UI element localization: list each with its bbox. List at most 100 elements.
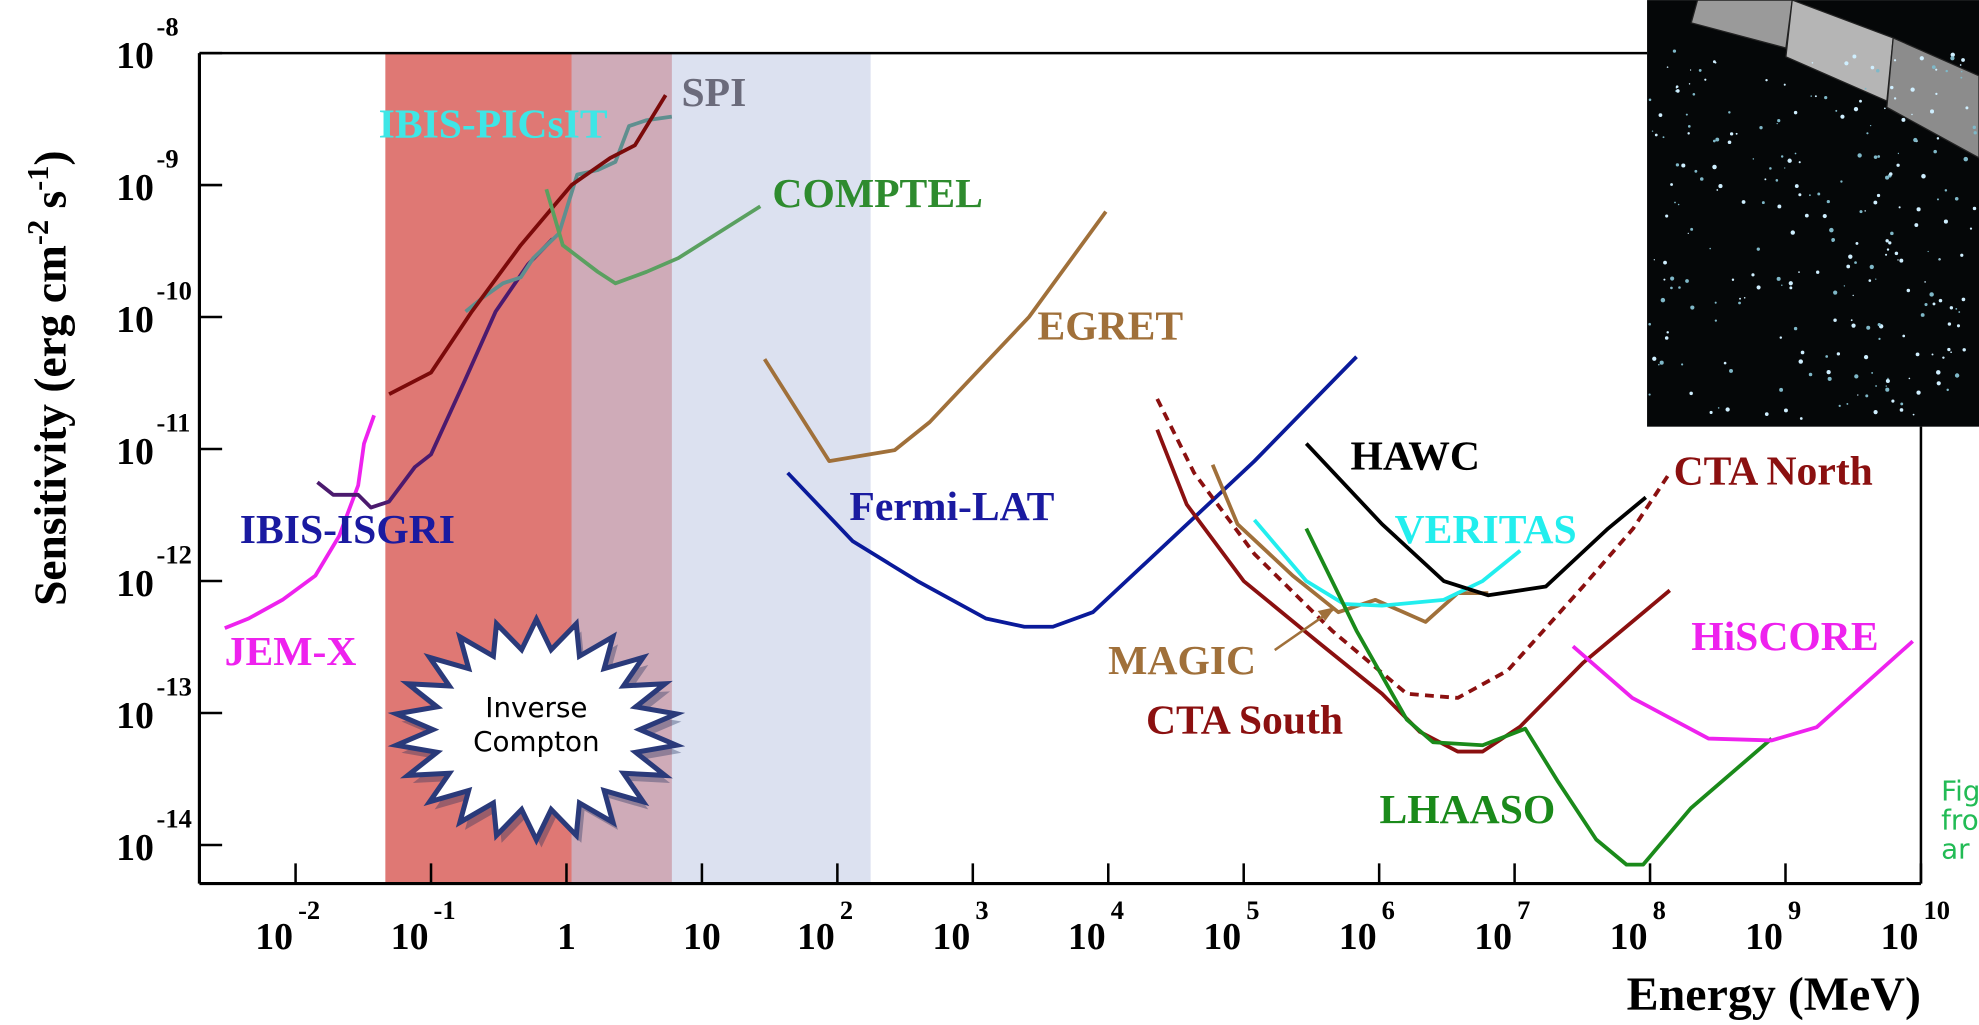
star: [1935, 92, 1938, 96]
star: [1888, 172, 1893, 176]
star: [1911, 113, 1913, 116]
star: [1775, 179, 1779, 182]
star: [1759, 125, 1763, 130]
star: [1790, 230, 1795, 235]
star: [1848, 254, 1853, 259]
star: [1956, 324, 1961, 328]
star: [1800, 350, 1805, 355]
star: [1944, 189, 1948, 192]
star: [1781, 284, 1783, 286]
star: [1780, 155, 1784, 158]
star: [1826, 199, 1830, 204]
star: [1846, 402, 1849, 405]
star: [1738, 301, 1741, 305]
star: [1936, 137, 1940, 140]
star: [1931, 65, 1936, 70]
star: [1829, 227, 1834, 233]
star: [1685, 113, 1688, 116]
star: [1890, 231, 1894, 236]
sensitivity-curve: [388, 94, 668, 396]
star: [1825, 355, 1829, 358]
star: [1666, 66, 1669, 68]
star: [1756, 285, 1761, 290]
star: [1648, 98, 1652, 102]
y-tick-exponent: -9: [157, 143, 179, 173]
star: [1870, 65, 1875, 70]
annotation-line: Inverse: [485, 691, 587, 724]
star: [1885, 175, 1890, 180]
star: [1714, 61, 1717, 64]
star: [1709, 410, 1713, 415]
star: [1648, 393, 1651, 396]
star: [1783, 408, 1788, 413]
star: [1950, 56, 1955, 61]
star: [1877, 323, 1881, 327]
star: [1678, 286, 1681, 289]
star: [1675, 163, 1680, 167]
star: [1648, 322, 1651, 326]
star: [1938, 258, 1941, 261]
star: [1651, 130, 1654, 132]
star: [1949, 306, 1954, 310]
star: [1969, 227, 1973, 230]
star: [1777, 119, 1781, 123]
star: [1799, 417, 1803, 420]
star: [1660, 297, 1666, 303]
star: [1885, 253, 1888, 256]
star: [1709, 247, 1711, 250]
star: [1954, 196, 1959, 201]
star: [1664, 336, 1669, 340]
sensitivity-curve: [544, 188, 762, 286]
star: [1769, 167, 1772, 170]
star: [1893, 97, 1897, 100]
star: [1776, 276, 1781, 281]
star: [1831, 238, 1836, 242]
x-tick-label: 10: [797, 916, 835, 958]
star: [1851, 323, 1856, 328]
star: [1901, 117, 1906, 122]
star: [1694, 169, 1698, 173]
x-tick-exponent: 3: [975, 895, 988, 925]
star: [1676, 89, 1680, 93]
y-tick-label: 10: [116, 167, 154, 209]
star: [1716, 189, 1719, 191]
star: [1798, 271, 1800, 273]
star: [1947, 322, 1952, 326]
star: [1840, 180, 1843, 183]
x-tick-label: 1: [557, 916, 576, 958]
star: [1670, 286, 1673, 290]
y-title-sup: -1: [21, 166, 55, 191]
star: [1658, 113, 1663, 117]
star: [1761, 201, 1765, 205]
star: [1817, 192, 1821, 196]
y-tick-label: 10: [116, 563, 154, 605]
x-tick-exponent: 5: [1246, 895, 1259, 925]
star: [1776, 122, 1778, 125]
star: [1688, 83, 1691, 85]
star: [1727, 140, 1732, 145]
star: [1729, 132, 1734, 136]
star: [1914, 223, 1919, 227]
axes: 10-210-11 10 10210310410510610710810910101…: [116, 11, 1950, 958]
star: [1804, 213, 1809, 218]
x-tick-exponent: 10: [1923, 895, 1950, 925]
star: [1725, 407, 1730, 412]
star: [1677, 203, 1680, 206]
star: [1885, 378, 1890, 384]
y-tick-label: 10: [116, 695, 154, 737]
panel: [1690, 0, 1793, 49]
star: [1888, 241, 1892, 245]
star: [1854, 374, 1859, 379]
star: [1859, 99, 1862, 103]
star: [1912, 413, 1915, 416]
curve-label: LHAASO: [1379, 787, 1555, 833]
y-tick-exponent: -13: [157, 671, 192, 701]
y-tick-exponent: -8: [157, 11, 179, 41]
star: [1824, 96, 1828, 100]
sensitivity-curve: [762, 210, 1108, 464]
star: [1932, 302, 1936, 306]
star: [1965, 106, 1969, 110]
